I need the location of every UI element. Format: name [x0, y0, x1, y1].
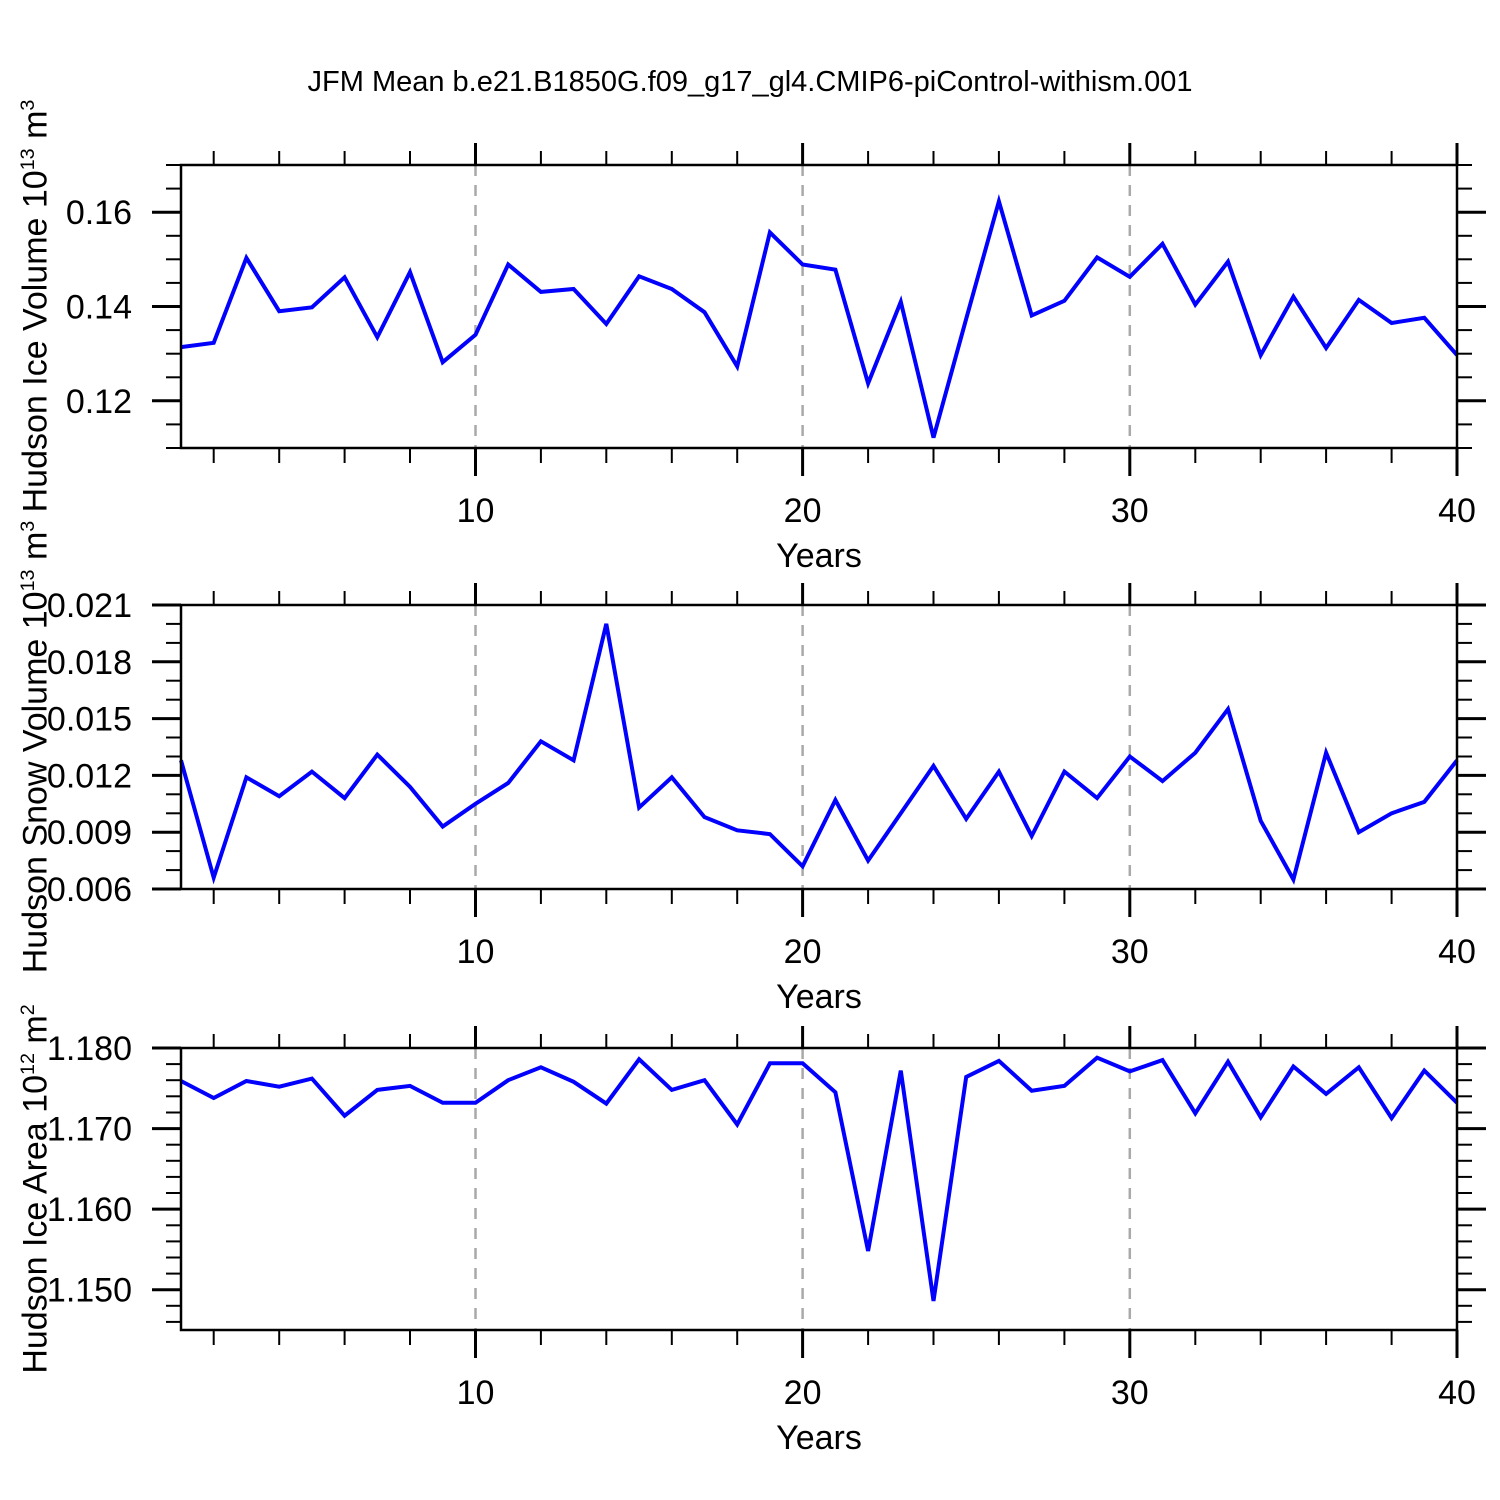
x-tick-label: 40 [1438, 933, 1476, 971]
plot-frame [179, 1046, 1459, 1332]
y-tick-label: 0.16 [66, 194, 132, 232]
data-line [180, 193, 1459, 439]
x-tick-label: 30 [1111, 492, 1149, 530]
plot-frame [179, 163, 1459, 450]
y-tick-label: 1.180 [47, 1030, 132, 1068]
x-tick-label: 10 [457, 933, 495, 971]
y-tick-label: 0.14 [66, 289, 132, 327]
x-tick-label: 30 [1111, 1374, 1149, 1412]
data-line [180, 1055, 1459, 1302]
x-tick-label: 20 [784, 933, 822, 971]
x-tick-label: 30 [1111, 933, 1149, 971]
x-tick-label: 40 [1438, 492, 1476, 530]
x-tick-label: 10 [457, 492, 495, 530]
x-tick-label: 20 [784, 492, 822, 530]
y-tick-label: 0.018 [47, 644, 132, 682]
panel-1: 0.006 0.009 0.012 0.015 0.018 0.021 10 20 30 40 Ye… [47, 583, 1486, 1016]
panel-2: 1.150 1.160 1.170 1.180 10 20 30 40 Years [47, 1026, 1486, 1457]
x-tick-label: 20 [784, 1374, 822, 1412]
x-axis-title: Years [776, 537, 862, 575]
y-tick-label: 0.015 [47, 701, 132, 739]
panel-0: 0.12 0.14 0.16 10 20 30 40 Years [66, 143, 1486, 575]
data-line [179, 623, 1459, 885]
x-axis-title: Years [776, 1419, 862, 1457]
x-axis-title: Years [776, 978, 862, 1016]
plot-frame [179, 603, 1459, 891]
figure-title: JFM Mean b.e21.B1850G.f09_g17_gl4.CMIP6-… [307, 66, 1193, 98]
y-tick-label: 0.006 [47, 871, 132, 909]
y-tick-label: 0.12 [66, 383, 132, 421]
y-tick-label: 0.009 [47, 814, 132, 852]
y-tick-label: 0.012 [47, 757, 132, 795]
y-tick-label: 1.170 [47, 1111, 132, 1149]
x-tick-label: 40 [1438, 1374, 1476, 1412]
y-tick-label: 1.160 [47, 1191, 132, 1229]
x-tick-label: 10 [457, 1374, 495, 1412]
y-tick-label: 0.021 [47, 587, 132, 625]
y-tick-label: 1.150 [47, 1272, 132, 1310]
